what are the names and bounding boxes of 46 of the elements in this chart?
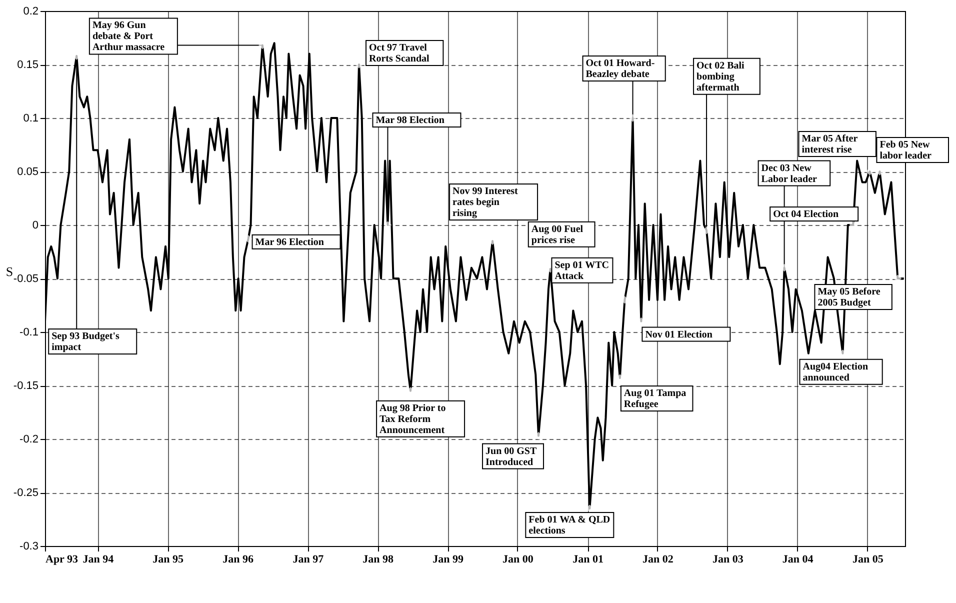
x-tick-label: Jan 00 [502, 554, 534, 566]
y-tick-label: 0.2 [23, 6, 38, 18]
x-tick-label: Jan 97 [292, 554, 324, 566]
x-tick-label: Jan 98 [362, 554, 394, 566]
annotation: Oct 02 Bali bombing aftermath [696, 60, 745, 94]
x-tick-label: Jan 01 [572, 554, 604, 566]
y-tick-label: -0.05 [13, 273, 38, 285]
y-axis-title: S [6, 264, 14, 279]
y-tick-label: 0.15 [17, 59, 38, 71]
y-tick-label: 0 [32, 220, 38, 232]
y-tick-label: -0.15 [13, 380, 38, 392]
annotation: Mar 05 After interest rise [802, 134, 858, 156]
annotation: Aug04 Election announced [802, 361, 868, 384]
y-tick-label: 0.05 [17, 166, 38, 178]
annotation: Dec 03 New Labor leader [761, 162, 818, 185]
y-tick-label: 0.1 [23, 112, 38, 124]
annotation: May 05 Before 2005 Budget [818, 286, 881, 308]
x-tick-label: Apr 93 [46, 554, 78, 566]
annotation: Nov 01 Election [645, 329, 713, 340]
x-tick-label: Jan 05 [852, 554, 884, 566]
y-tick-label: -0.3 [20, 540, 38, 552]
annotation: Jun 00 GST Introduced [486, 446, 537, 468]
annotation: Mar 98 Election [376, 115, 445, 126]
y-tick-label: -0.1 [20, 326, 38, 338]
annotation: Aug 98 Prior to Tax Reform Announcement [380, 402, 446, 436]
annotation: Oct 97 Travel Rorts Scandal [369, 42, 430, 64]
annotation: Sep 01 WTC Attack [554, 260, 609, 282]
annotation: Feb 01 WA & QLD elections [528, 514, 610, 537]
x-tick-label: Jan 03 [712, 554, 744, 566]
annotation: Nov 99 Interest rates begin rising [452, 186, 519, 220]
x-tick-label: Jan 95 [152, 554, 184, 566]
annotation: Aug 01 Tampa Refugee [624, 388, 686, 410]
annotation: Oct 01 Howard-Beazley debate [586, 58, 655, 80]
annotation: Feb 05 New labor leader [880, 140, 932, 162]
annotation: Mar 96 Election [255, 236, 324, 248]
annotation: Sep 93 Budget's impact [52, 330, 120, 353]
annotation: May 96 Gun debate & Port Arthur massacre [92, 20, 166, 54]
x-tick-label: Jan 94 [82, 554, 114, 566]
annotation: Aug 00 Fuel prices rise [531, 224, 584, 246]
x-tick-label: Jan 99 [432, 554, 464, 566]
x-tick-label: Jan 02 [642, 554, 674, 566]
x-tick-label: Jan 04 [782, 554, 814, 566]
annotation: Oct 04 Election [773, 209, 840, 220]
y-tick-label: -0.25 [13, 487, 38, 499]
y-tick-label: -0.2 [20, 434, 38, 446]
x-tick-label: Jan 96 [222, 554, 254, 566]
